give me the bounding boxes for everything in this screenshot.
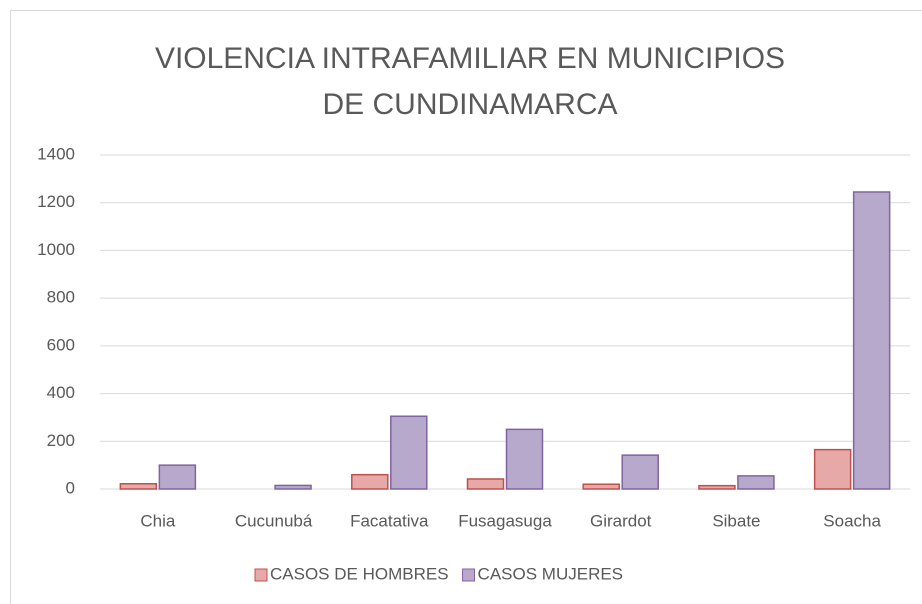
bar: [737, 475, 775, 490]
y-tick-label: 600: [47, 335, 75, 354]
y-tick-label: 1400: [37, 144, 75, 163]
x-tick-label: Soacha: [823, 511, 881, 530]
y-tick-label: 400: [47, 383, 75, 402]
bar: [621, 454, 659, 490]
bar: [505, 428, 544, 490]
x-tick-label: Facatativa: [350, 511, 429, 530]
x-tick-label: Chia: [140, 511, 176, 530]
bar: [351, 473, 389, 490]
y-tick-label: 200: [47, 431, 75, 450]
legend-swatch: [254, 568, 268, 582]
y-tick-label: 1200: [37, 192, 75, 211]
bar: [390, 415, 428, 490]
bar: [852, 191, 891, 490]
chart-frame: [10, 10, 922, 604]
bar: [119, 483, 158, 490]
y-tick-label: 1000: [37, 240, 75, 259]
bar: [466, 478, 505, 490]
x-tick-label: Sibate: [712, 511, 760, 530]
legend-label: CASOS DE HOMBRES: [270, 564, 449, 583]
x-tick-label: Fusagasuga: [458, 511, 552, 530]
bar: [158, 464, 197, 490]
bar: [813, 448, 852, 490]
legend-swatch: [462, 568, 476, 582]
chart-title: VIOLENCIA INTRAFAMILIAR EN MUNICIPIOS DE…: [154, 42, 786, 121]
bar: [698, 484, 736, 490]
y-tick-label: 800: [47, 288, 75, 307]
x-tick-label: Girardot: [590, 511, 652, 530]
bar: [582, 483, 620, 490]
y-tick-label: 0: [66, 478, 75, 497]
legend-label: CASOS MUJERES: [478, 564, 623, 583]
x-tick-label: Cucunubá: [235, 511, 313, 530]
bar: [274, 484, 312, 490]
